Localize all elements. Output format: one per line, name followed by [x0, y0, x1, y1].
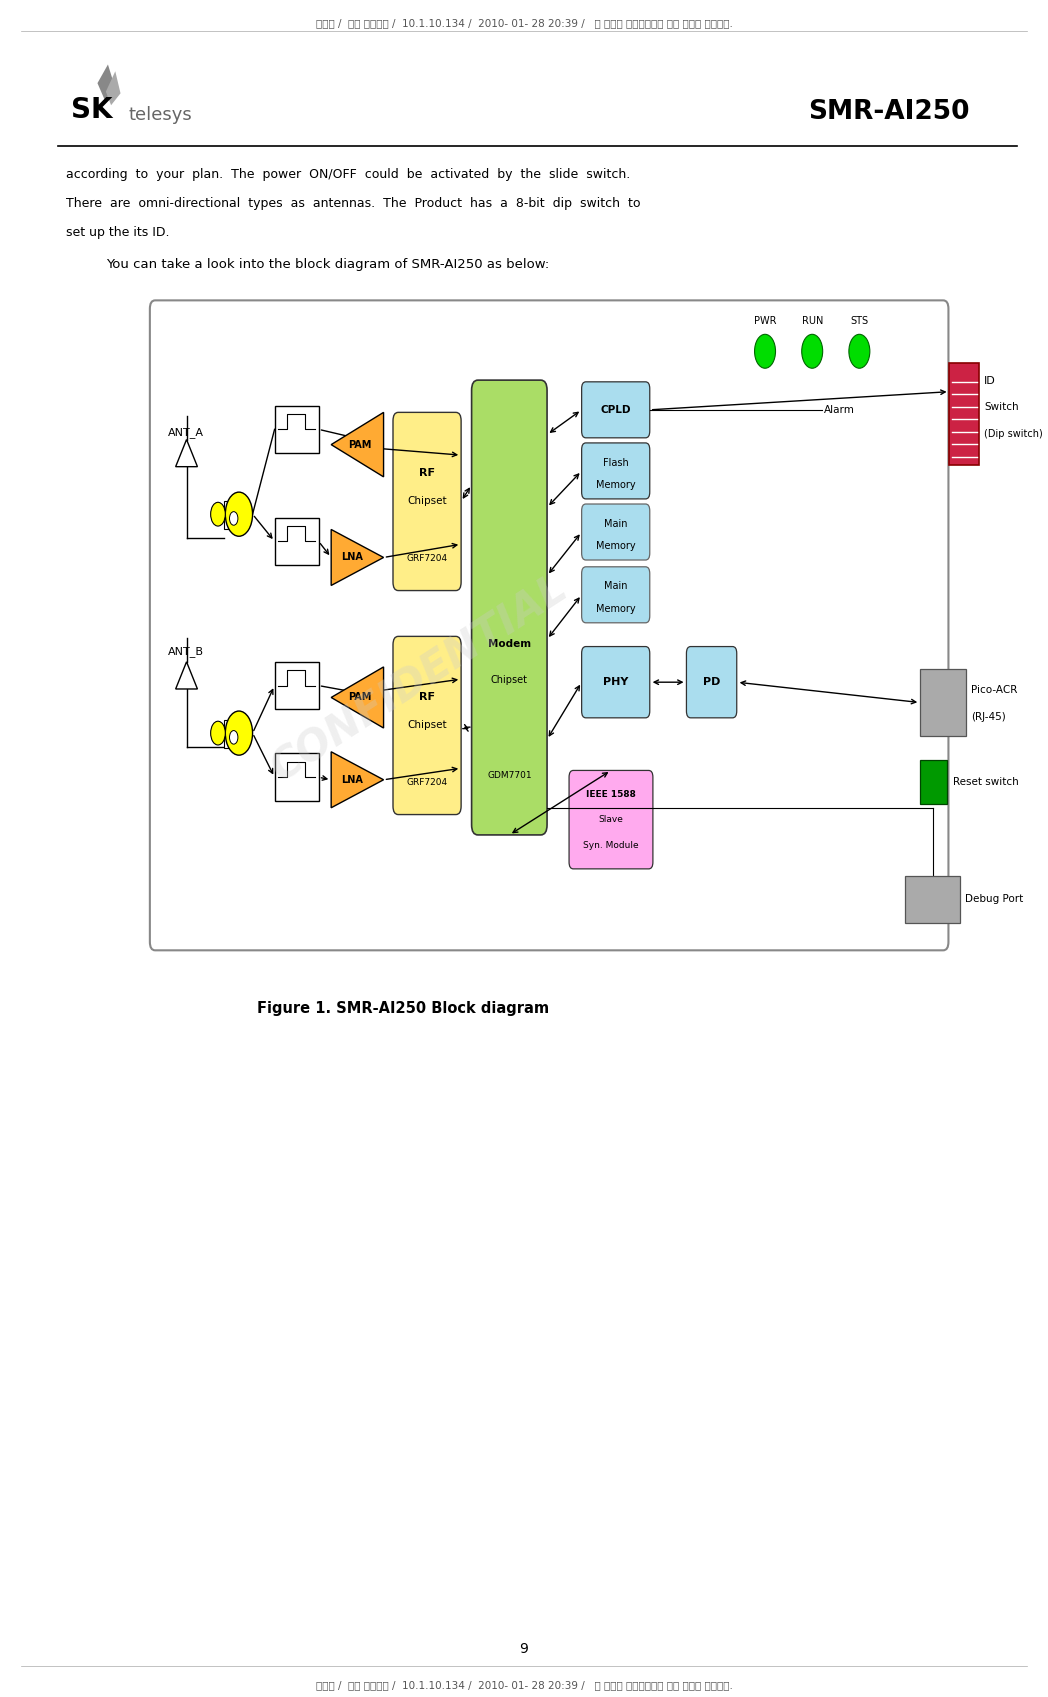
Text: (Dip switch): (Dip switch) [984, 429, 1043, 440]
Text: GRF7204: GRF7204 [407, 553, 447, 563]
Polygon shape [331, 667, 384, 728]
Circle shape [849, 334, 870, 368]
Text: Flash: Flash [603, 458, 629, 467]
Text: Switch: Switch [984, 402, 1019, 412]
Text: 쓴무팀 /  사원 테스트용 /  10.1.10.134 /  2010- 01- 28 20:39 /   이 문서는 보안문서로서 외부 반출을 금합니다: 쓴무팀 / 사원 테스트용 / 10.1.10.134 / 2010- 01- … [315, 1680, 733, 1690]
Text: Reset switch: Reset switch [953, 777, 1019, 787]
Text: PAM: PAM [348, 440, 372, 450]
FancyBboxPatch shape [224, 720, 243, 748]
FancyBboxPatch shape [569, 770, 653, 869]
Text: 9: 9 [520, 1643, 528, 1656]
FancyBboxPatch shape [275, 662, 319, 709]
Text: RUN: RUN [802, 316, 823, 326]
Text: ANT_B: ANT_B [168, 647, 203, 657]
Text: Memory: Memory [596, 604, 635, 614]
FancyBboxPatch shape [920, 760, 947, 804]
Text: PD: PD [703, 677, 720, 687]
Text: Pico-ACR: Pico-ACR [971, 686, 1018, 696]
Text: Memory: Memory [596, 480, 635, 490]
Polygon shape [176, 662, 197, 689]
Text: Syn. Module: Syn. Module [583, 840, 639, 850]
Text: Debug Port: Debug Port [965, 894, 1024, 905]
Circle shape [755, 334, 776, 368]
Text: Slave: Slave [598, 815, 624, 825]
Text: Modem: Modem [487, 638, 531, 648]
Text: There  are  omni-directional  types  as  antennas.  The  Product  has  a  8-bit : There are omni-directional types as ante… [66, 197, 640, 210]
Polygon shape [331, 752, 384, 808]
Text: 쓴무팀 /  사원 테스트용 /  10.1.10.134 /  2010- 01- 28 20:39 /   이 문서는 보안문서로서 외부 반출을 금합니다: 쓴무팀 / 사원 테스트용 / 10.1.10.134 / 2010- 01- … [315, 17, 733, 27]
Text: Memory: Memory [596, 541, 635, 552]
Text: Chipset: Chipset [490, 675, 528, 686]
Polygon shape [331, 529, 384, 585]
Text: SMR-AI250: SMR-AI250 [808, 98, 969, 126]
Circle shape [211, 721, 225, 745]
Text: PAM: PAM [348, 692, 372, 703]
Text: RF: RF [419, 468, 435, 479]
Text: ANT_A: ANT_A [168, 428, 203, 438]
FancyBboxPatch shape [275, 406, 319, 453]
Text: STS: STS [850, 316, 869, 326]
Circle shape [225, 492, 253, 536]
Text: (RJ-45): (RJ-45) [971, 713, 1006, 723]
Polygon shape [106, 71, 121, 105]
Polygon shape [97, 64, 115, 100]
Polygon shape [331, 412, 384, 477]
Text: RF: RF [419, 692, 435, 703]
Text: telesys: telesys [129, 107, 193, 124]
Circle shape [230, 512, 238, 526]
Text: Main: Main [604, 582, 628, 591]
Text: GDM7701: GDM7701 [487, 772, 531, 781]
FancyBboxPatch shape [275, 518, 319, 565]
FancyBboxPatch shape [582, 382, 650, 438]
Text: ID: ID [984, 377, 996, 387]
Text: PWR: PWR [754, 316, 777, 326]
Text: IEEE 1588: IEEE 1588 [586, 789, 636, 799]
Circle shape [211, 502, 225, 526]
FancyBboxPatch shape [472, 380, 547, 835]
FancyBboxPatch shape [686, 647, 737, 718]
FancyBboxPatch shape [224, 501, 243, 529]
FancyBboxPatch shape [582, 443, 650, 499]
FancyBboxPatch shape [275, 753, 319, 801]
Text: Main: Main [604, 519, 628, 528]
FancyBboxPatch shape [393, 636, 461, 815]
Text: LNA: LNA [342, 553, 363, 562]
Text: LNA: LNA [342, 776, 363, 784]
Text: PHY: PHY [603, 677, 629, 687]
Text: Alarm: Alarm [824, 406, 854, 414]
Text: set up the its ID.: set up the its ID. [66, 226, 170, 239]
FancyBboxPatch shape [582, 647, 650, 718]
Circle shape [230, 731, 238, 745]
FancyBboxPatch shape [582, 504, 650, 560]
Circle shape [225, 711, 253, 755]
Text: according  to  your  plan.  The  power  ON/OFF  could  be  activated  by  the  s: according to your plan. The power ON/OFF… [66, 168, 630, 182]
FancyBboxPatch shape [920, 669, 966, 736]
Text: Chipset: Chipset [408, 721, 446, 730]
FancyBboxPatch shape [150, 300, 948, 950]
Text: Figure 1. SMR-AI250 Block diagram: Figure 1. SMR-AI250 Block diagram [258, 1001, 549, 1015]
FancyBboxPatch shape [905, 876, 960, 923]
Text: CPLD: CPLD [601, 406, 631, 414]
Text: You can take a look into the block diagram of SMR-AI250 as below:: You can take a look into the block diagr… [106, 258, 549, 272]
Polygon shape [176, 440, 197, 467]
FancyBboxPatch shape [393, 412, 461, 591]
Text: SK: SK [71, 97, 113, 124]
Text: CONFIDENTIAL: CONFIDENTIAL [263, 567, 575, 791]
Circle shape [802, 334, 823, 368]
FancyBboxPatch shape [949, 363, 979, 465]
Text: GRF7204: GRF7204 [407, 777, 447, 787]
Text: Chipset: Chipset [408, 497, 446, 506]
FancyBboxPatch shape [582, 567, 650, 623]
